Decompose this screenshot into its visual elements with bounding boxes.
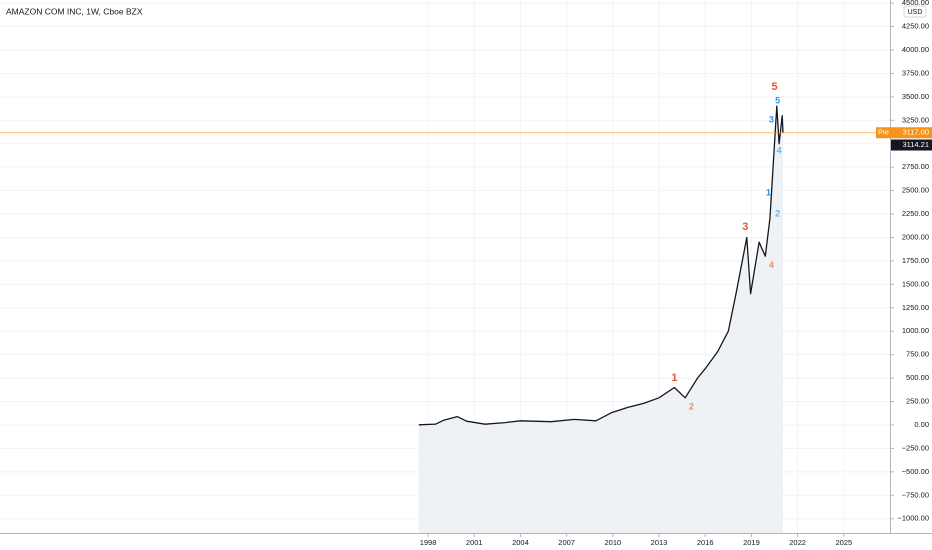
y-tick-label: 4250.00	[902, 22, 929, 31]
y-tick-label: −500.00	[902, 467, 929, 476]
x-tick-label: 2019	[743, 538, 760, 547]
price-tag	[891, 127, 932, 139]
y-tick-label: 0.00	[914, 420, 929, 429]
y-tick-label: −250.00	[902, 443, 929, 452]
x-tick-label: 2010	[604, 538, 621, 547]
y-tick-label: 750.00	[906, 350, 929, 359]
wave-label: 1	[671, 372, 677, 384]
y-tick-label: 4000.00	[902, 45, 929, 54]
y-tick-label: 2000.00	[902, 232, 929, 241]
price-tag-label: 3114.21	[902, 140, 929, 149]
wave-label: 1	[766, 187, 771, 197]
y-tick-label: 2750.00	[902, 162, 929, 171]
area-fill	[418, 106, 783, 533]
y-tick-label: 1500.00	[902, 279, 929, 288]
wave-label: 2	[689, 402, 694, 412]
axes: −1000.00 −750.00 −500.00 −250.00 0.00 250.00 5…	[420, 0, 932, 547]
x-tick-label: 2013	[651, 538, 668, 547]
currency-box	[903, 5, 927, 18]
plot: 1 2 3 4 5 1 2 3 4 5	[0, 81, 890, 533]
y-tick-label: 1750.00	[902, 256, 929, 265]
wave-label: 5	[775, 95, 780, 105]
y-tick-label: 4500.00	[902, 0, 929, 7]
y-tick-label: 250.00	[906, 397, 929, 406]
x-tick-label: 2001	[466, 538, 483, 547]
x-tick-label: 2016	[697, 538, 714, 547]
price-tag-prefix	[876, 127, 891, 139]
y-tick-label: −750.00	[902, 490, 929, 499]
y-tick-label: 3500.00	[902, 92, 929, 101]
y-tick-label: 1000.00	[902, 326, 929, 335]
y-tick-label: 1250.00	[902, 303, 929, 312]
currency-label: USD	[908, 9, 923, 16]
x-tick-label: 2007	[558, 538, 575, 547]
x-tick-label: 1998	[420, 538, 437, 547]
x-tick-label: 2004	[512, 538, 529, 547]
wave-label: 2	[775, 208, 780, 218]
wave-label: 4	[769, 260, 774, 270]
x-tick-label: 2022	[789, 538, 806, 547]
y-tick-label: 3250.00	[902, 115, 929, 124]
y-tick-label: 2500.00	[902, 186, 929, 195]
x-tick-label: 2025	[835, 538, 852, 547]
y-tick-label: 500.00	[906, 373, 929, 382]
wave-label: 3	[769, 115, 774, 125]
price-tag	[891, 139, 932, 151]
price-tag-label: 3117.00	[902, 128, 929, 137]
wave-label: 4	[777, 146, 782, 156]
price-tag-prefix-label: Pre	[878, 130, 889, 137]
price-line	[418, 105, 784, 426]
y-tick-label: −1000.00	[898, 514, 930, 523]
wave-label: 3	[742, 221, 748, 233]
y-tick-label: 2250.00	[902, 209, 929, 218]
wave-label: 5	[771, 81, 777, 93]
y-tick-label: 3750.00	[902, 68, 929, 77]
chart-title: AMAZON COM INC, 1W, Cboe BZX	[6, 6, 143, 16]
